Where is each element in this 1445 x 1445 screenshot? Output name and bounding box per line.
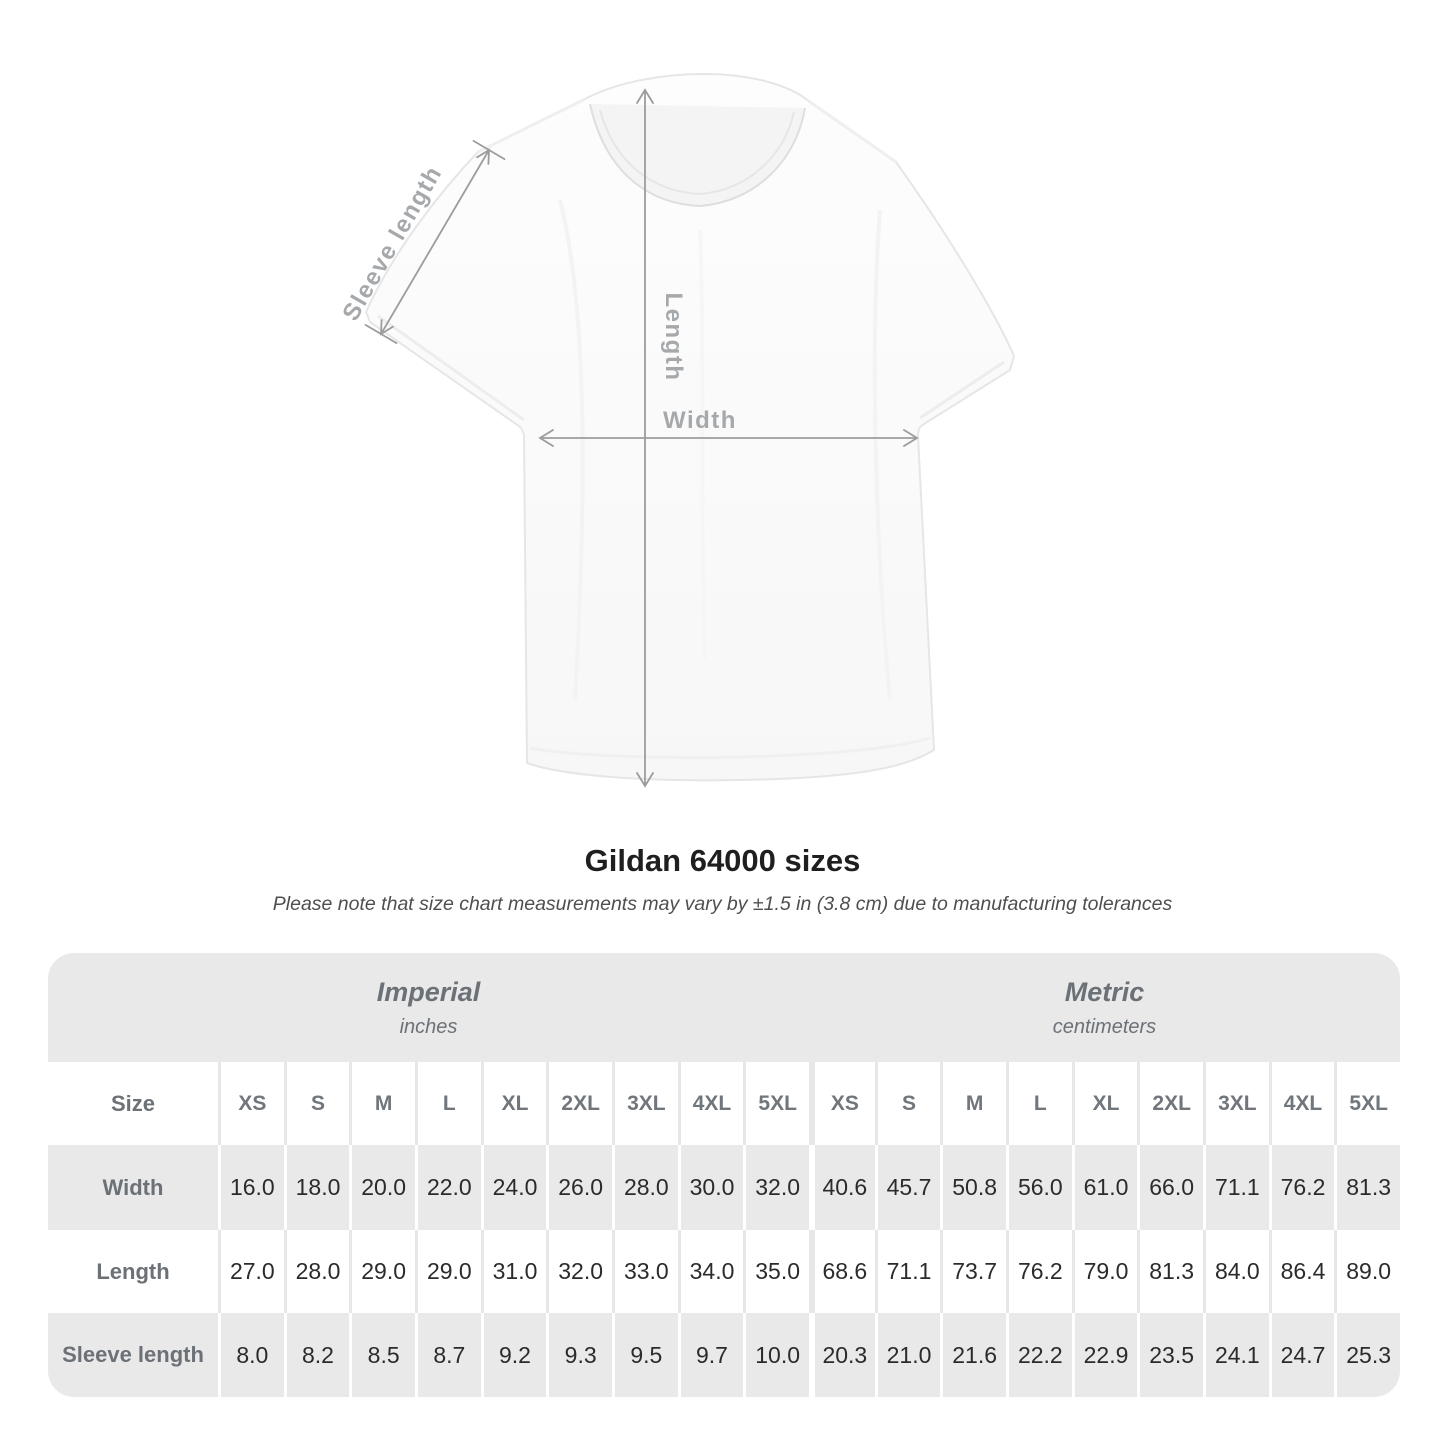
sleeve-value-cell: 8.0 [218, 1313, 284, 1397]
size-header-xs-imperial: XS [218, 1062, 284, 1145]
length-value-cell: 27.0 [218, 1230, 284, 1313]
metric-label: Metric [1064, 976, 1145, 1007]
width-value-cell: 16.0 [218, 1145, 284, 1230]
width-value-cell: 66.0 [1137, 1145, 1203, 1230]
length-value-cell: 28.0 [283, 1230, 350, 1313]
size-header-4xl-metric: 4XL [1268, 1062, 1335, 1145]
size-header-xl-imperial: XL [480, 1062, 547, 1145]
length-value-cell: 79.0 [1071, 1230, 1138, 1313]
length-value-cell: 86.4 [1268, 1230, 1335, 1313]
sleeve-value-cell: 8.5 [349, 1313, 415, 1397]
size-header-5xl-metric: 5XL [1334, 1062, 1400, 1145]
size-header-xs-metric: XS [808, 1062, 875, 1145]
width-value-cell: 20.0 [349, 1145, 415, 1230]
width-row-label: Width [48, 1145, 218, 1230]
size-table: Imperial inches Metric centimeters Size … [48, 953, 1400, 1397]
length-value-cell: 33.0 [611, 1230, 678, 1313]
width-arrow [538, 429, 919, 447]
width-value-cell: 18.0 [283, 1145, 350, 1230]
sleeve-value-cell: 22.2 [1005, 1313, 1072, 1397]
width-dim-label: Width [663, 407, 737, 434]
length-dim-label: Length [660, 293, 687, 382]
length-value-cell: 71.1 [874, 1230, 941, 1313]
length-value-cell: 32.0 [546, 1230, 612, 1313]
sleeve-value-cell: 24.7 [1268, 1313, 1335, 1397]
sleeve-value-cell: 22.9 [1071, 1313, 1138, 1397]
size-header-3xl-metric: 3XL [1202, 1062, 1269, 1145]
length-value-cell: 68.6 [808, 1230, 875, 1313]
length-value-cell: 29.0 [414, 1230, 481, 1313]
length-value-cell: 76.2 [1005, 1230, 1072, 1313]
length-value-cell: 81.3 [1137, 1230, 1203, 1313]
size-header-m-metric: M [940, 1062, 1006, 1145]
length-value-cell: 31.0 [480, 1230, 547, 1313]
size-header-m-imperial: M [349, 1062, 415, 1145]
sleeve-value-cell: 9.2 [480, 1313, 547, 1397]
sleeve-length-row-label: Sleeve length [48, 1313, 218, 1397]
sleeve-value-cell: 20.3 [808, 1313, 875, 1397]
width-value-cell: 30.0 [677, 1145, 744, 1230]
size-header-s-metric: S [874, 1062, 941, 1145]
width-value-cell: 71.1 [1202, 1145, 1269, 1230]
sleeve-value-cell: 9.7 [677, 1313, 744, 1397]
imperial-label: Imperial [376, 976, 481, 1007]
length-value-cell: 84.0 [1202, 1230, 1269, 1313]
width-value-cell: 76.2 [1268, 1145, 1335, 1230]
imperial-section-header: Imperial inches [48, 953, 809, 1062]
metric-section-header: Metric centimeters [808, 953, 1400, 1062]
sleeve-value-cell: 24.1 [1202, 1313, 1269, 1397]
sleeve-value-cell: 23.5 [1137, 1313, 1203, 1397]
width-value-cell: 50.8 [940, 1145, 1006, 1230]
width-value-cell: 26.0 [546, 1145, 612, 1230]
page-title: Gildan 64000 sizes [584, 843, 861, 878]
width-value-cell: 22.0 [414, 1145, 481, 1230]
size-header-5xl-imperial: 5XL [743, 1062, 809, 1145]
width-value-cell: 32.0 [743, 1145, 809, 1230]
width-value-cell: 28.0 [611, 1145, 678, 1230]
size-header-l-imperial: L [414, 1062, 481, 1145]
length-value-cell: 35.0 [743, 1230, 809, 1313]
tshirt-image [365, 73, 1015, 782]
width-value-cell: 24.0 [480, 1145, 547, 1230]
size-header-s-imperial: S [283, 1062, 350, 1145]
width-value-cell: 81.3 [1334, 1145, 1400, 1230]
length-value-cell: 29.0 [349, 1230, 415, 1313]
size-header-4xl-imperial: 4XL [677, 1062, 744, 1145]
size-header-2xl-imperial: 2XL [546, 1062, 612, 1145]
width-value-cell: 45.7 [874, 1145, 941, 1230]
length-value-cell: 34.0 [677, 1230, 744, 1313]
width-value-cell: 56.0 [1005, 1145, 1072, 1230]
width-value-cell: 40.6 [808, 1145, 875, 1230]
sleeve-value-cell: 21.0 [874, 1313, 941, 1397]
sleeve-value-cell: 10.0 [743, 1313, 809, 1397]
sleeve-length-arrow [364, 139, 506, 345]
length-row-label: Length [48, 1230, 218, 1313]
size-column-header: Size [48, 1062, 218, 1145]
size-header-2xl-metric: 2XL [1137, 1062, 1203, 1145]
size-header-3xl-imperial: 3XL [611, 1062, 678, 1145]
width-value-cell: 61.0 [1071, 1145, 1138, 1230]
size-header-l-metric: L [1005, 1062, 1072, 1145]
sleeve-value-cell: 9.5 [611, 1313, 678, 1397]
size-header-xl-metric: XL [1071, 1062, 1138, 1145]
tshirt-measurement-diagram: Sleeve length Length Width [337, 73, 1015, 788]
metric-unit: centimeters [1052, 1015, 1157, 1038]
sleeve-value-cell: 9.3 [546, 1313, 612, 1397]
length-value-cell: 73.7 [940, 1230, 1006, 1313]
sleeve-value-cell: 21.6 [940, 1313, 1006, 1397]
sleeve-value-cell: 25.3 [1334, 1313, 1400, 1397]
imperial-unit: inches [399, 1015, 458, 1038]
sleeve-value-cell: 8.7 [414, 1313, 481, 1397]
sleeve-value-cell: 8.2 [283, 1313, 350, 1397]
tolerance-note: Please note that size chart measurements… [272, 893, 1173, 915]
length-value-cell: 89.0 [1334, 1230, 1400, 1313]
